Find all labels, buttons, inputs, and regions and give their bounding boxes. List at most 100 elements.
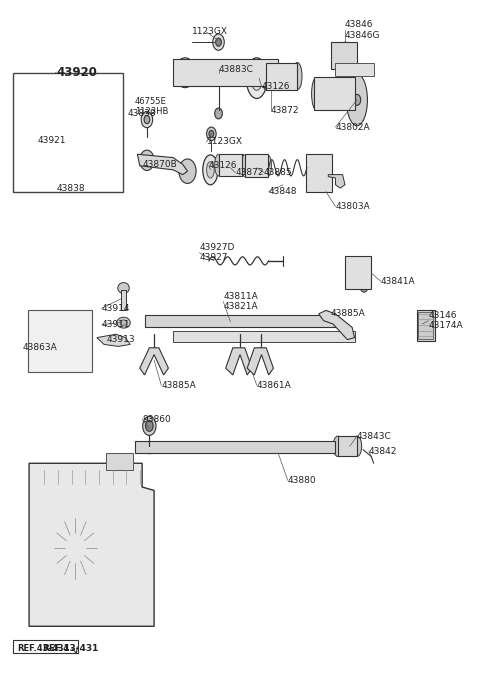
Circle shape — [356, 269, 361, 276]
Circle shape — [145, 421, 153, 431]
Circle shape — [66, 166, 75, 179]
Text: 43861A: 43861A — [257, 381, 291, 389]
Text: 43846
43846G: 43846 43846G — [345, 20, 381, 40]
Polygon shape — [137, 154, 188, 175]
Text: 43848: 43848 — [269, 187, 297, 196]
Polygon shape — [140, 348, 168, 375]
Circle shape — [90, 106, 99, 120]
Bar — [345, 256, 371, 288]
Text: 93860: 93860 — [142, 415, 171, 424]
Text: 43883C: 43883C — [218, 65, 253, 74]
Circle shape — [353, 264, 364, 280]
Polygon shape — [226, 348, 252, 375]
Circle shape — [68, 169, 73, 176]
Circle shape — [39, 595, 45, 603]
Text: 43872: 43872 — [235, 168, 264, 177]
Circle shape — [141, 111, 153, 128]
Bar — [85, 103, 111, 123]
Text: 43863A: 43863A — [23, 343, 58, 353]
Circle shape — [215, 108, 222, 119]
Circle shape — [120, 489, 131, 505]
Ellipse shape — [262, 63, 271, 90]
Circle shape — [122, 595, 128, 603]
Text: 43803A: 43803A — [336, 202, 370, 211]
Circle shape — [74, 152, 82, 163]
Bar — [218, 154, 242, 176]
Ellipse shape — [333, 436, 343, 456]
Text: 43885A: 43885A — [161, 381, 196, 389]
Text: 43842: 43842 — [369, 447, 397, 456]
Bar — [418, 312, 433, 339]
Ellipse shape — [118, 282, 129, 293]
Ellipse shape — [239, 154, 246, 176]
Circle shape — [54, 518, 97, 579]
Circle shape — [120, 591, 131, 607]
Polygon shape — [97, 334, 130, 346]
Ellipse shape — [117, 317, 130, 328]
Text: 43885: 43885 — [264, 168, 292, 177]
Ellipse shape — [203, 155, 218, 185]
Text: REF.43-431: REF.43-431 — [42, 644, 98, 653]
Ellipse shape — [336, 42, 354, 70]
Text: 43920: 43920 — [56, 66, 97, 79]
Bar — [13, 640, 78, 653]
Ellipse shape — [264, 155, 272, 177]
Bar — [13, 73, 123, 192]
Bar — [245, 154, 268, 177]
Circle shape — [42, 501, 109, 595]
Circle shape — [353, 94, 361, 105]
Circle shape — [213, 34, 224, 50]
Bar — [120, 290, 126, 310]
Ellipse shape — [120, 320, 127, 325]
Ellipse shape — [347, 74, 367, 125]
Bar — [266, 63, 297, 90]
Text: 43880: 43880 — [288, 476, 316, 485]
Ellipse shape — [144, 445, 154, 454]
Circle shape — [122, 493, 128, 501]
Polygon shape — [319, 310, 355, 340]
Bar — [144, 315, 336, 327]
Ellipse shape — [215, 154, 222, 176]
Text: REF.43-431: REF.43-431 — [17, 644, 70, 653]
Bar — [338, 436, 357, 456]
Bar — [173, 331, 355, 342]
Circle shape — [36, 489, 48, 505]
Circle shape — [39, 493, 45, 501]
Circle shape — [55, 142, 62, 153]
Ellipse shape — [241, 155, 249, 177]
Ellipse shape — [70, 132, 81, 149]
Bar — [28, 310, 92, 372]
Bar — [306, 154, 332, 192]
Text: 43802A: 43802A — [336, 123, 370, 132]
Text: 43838: 43838 — [56, 183, 85, 193]
Circle shape — [175, 58, 196, 88]
Circle shape — [143, 417, 156, 435]
Text: 43146
43174A: 43146 43174A — [429, 311, 463, 330]
Text: 46755E
1123HB: 46755E 1123HB — [135, 97, 168, 117]
Text: 43911: 43911 — [102, 320, 130, 329]
Bar — [417, 310, 435, 341]
Circle shape — [209, 130, 214, 137]
Bar — [336, 63, 373, 76]
Polygon shape — [29, 463, 154, 626]
Text: 43921: 43921 — [37, 136, 66, 145]
Circle shape — [144, 115, 150, 123]
Polygon shape — [328, 175, 345, 188]
Circle shape — [206, 127, 216, 140]
Ellipse shape — [246, 58, 267, 98]
Text: 43126: 43126 — [209, 161, 238, 170]
Bar — [331, 42, 357, 70]
Circle shape — [360, 281, 368, 292]
Circle shape — [65, 533, 86, 563]
Circle shape — [216, 38, 221, 46]
Ellipse shape — [292, 63, 302, 90]
Circle shape — [36, 591, 48, 607]
Text: 43841A: 43841A — [381, 277, 415, 286]
Text: 43913: 43913 — [107, 335, 135, 344]
Ellipse shape — [349, 78, 359, 110]
Text: 43885A: 43885A — [331, 310, 365, 318]
Polygon shape — [247, 348, 274, 375]
Text: 1123GX: 1123GX — [192, 27, 228, 36]
Circle shape — [140, 150, 154, 170]
Ellipse shape — [352, 436, 362, 456]
